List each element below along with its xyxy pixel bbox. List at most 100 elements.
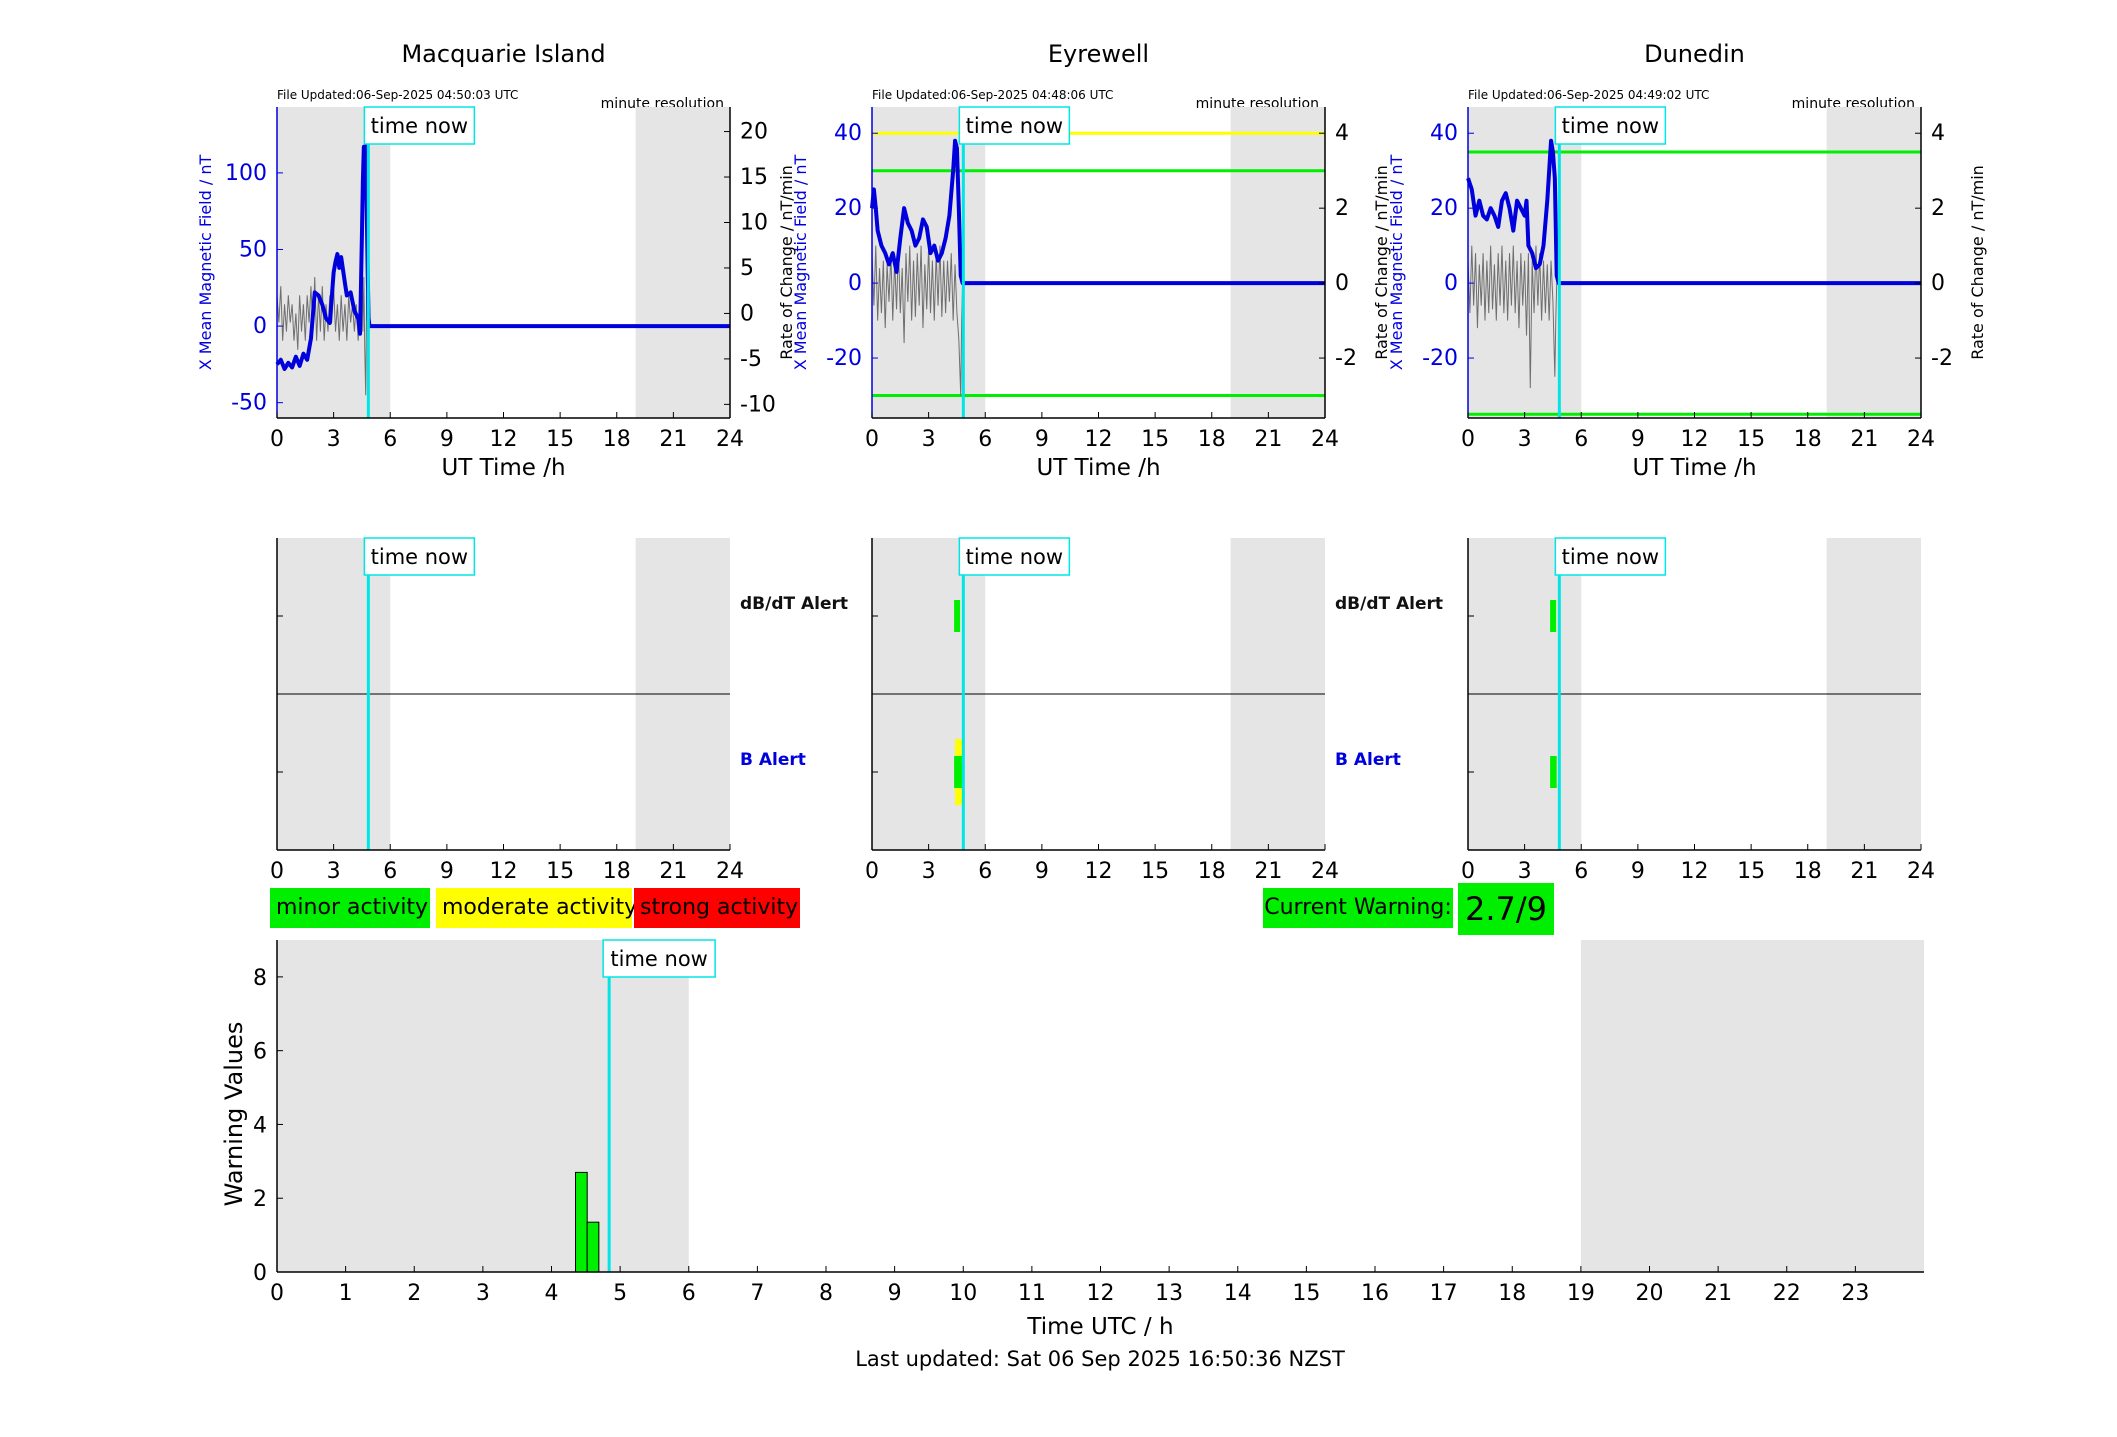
- x-tick-label: 3: [327, 427, 341, 452]
- alert-x-tick-label: 3: [922, 859, 936, 884]
- warning-x-tick-label: 0: [270, 1281, 284, 1306]
- time-now-label: time now: [1562, 114, 1659, 138]
- y-tick-label-left: 40: [834, 121, 862, 146]
- warning-y-axis-label: Warning Values: [220, 1022, 248, 1207]
- time-now-label: time now: [371, 114, 468, 138]
- y-axis-label-left: X Mean Magnetic Field / nT: [791, 155, 810, 371]
- magnetic-field-series: [870, 138, 1325, 286]
- warning-x-tick-label: 2: [407, 1281, 421, 1306]
- warning-x-tick-label: 14: [1224, 1281, 1252, 1306]
- y-tick-label-right: 0: [740, 301, 754, 326]
- night-shading-warning: [1580, 940, 1924, 1272]
- alert-x-tick-label: 9: [1631, 859, 1645, 884]
- magnetic-field-series: [1466, 138, 1921, 286]
- warning-x-tick-label: 5: [613, 1281, 627, 1306]
- file-updated-text: File Updated:06-Sep-2025 04:49:02 UTC: [1468, 88, 1709, 102]
- warning-x-tick-label: 10: [949, 1281, 977, 1306]
- x-tick-label: 3: [1518, 427, 1532, 452]
- alert-x-tick-label: 6: [978, 859, 992, 884]
- x-tick-label: 9: [440, 427, 454, 452]
- panel-title: Eyrewell: [1048, 40, 1149, 68]
- time-now-box: [958, 537, 1071, 576]
- y-axis-label-left: X Mean Magnetic Field / nT: [196, 155, 215, 371]
- x-tick-label: 6: [383, 427, 397, 452]
- night-shading: [1230, 107, 1325, 418]
- x-axis-label: UT Time /h: [441, 455, 565, 481]
- warning-x-tick-label: 13: [1155, 1281, 1183, 1306]
- time-now-box: [1554, 537, 1667, 576]
- dbdt-alert-bar: [954, 600, 961, 632]
- warning-x-tick-label: 9: [888, 1281, 902, 1306]
- x-tick-label: 0: [270, 427, 284, 452]
- warning-x-tick-label: 16: [1361, 1281, 1389, 1306]
- night-shading: [1826, 107, 1921, 418]
- x-tick-label: 15: [1737, 427, 1765, 452]
- y-tick-label-right: 4: [1335, 121, 1349, 146]
- x-tick-label: 21: [1254, 427, 1282, 452]
- rate-of-change-series: [871, 245, 964, 396]
- alert-x-tick-label: 24: [1311, 859, 1339, 884]
- x-tick-label: 0: [865, 427, 879, 452]
- x-tick-label: 9: [1035, 427, 1049, 452]
- x-tick-label: 0: [1461, 427, 1475, 452]
- time-now-box: [958, 106, 1071, 145]
- x-tick-label: 21: [1850, 427, 1878, 452]
- alert-x-tick-label: 9: [1035, 859, 1049, 884]
- panel-title: Macquarie Island: [401, 40, 605, 68]
- alert-x-tick-label: 6: [383, 859, 397, 884]
- warning-y-tick-label: 2: [253, 1187, 267, 1212]
- warning-bar: [575, 1171, 588, 1273]
- y-tick-label-right: -2: [1335, 346, 1357, 371]
- warning-x-tick-label: 7: [750, 1281, 764, 1306]
- x-tick-label: 12: [1681, 427, 1709, 452]
- x-axis-label: UT Time /h: [1632, 455, 1756, 481]
- y-tick-label-right: -5: [740, 347, 762, 372]
- warning-x-axis-label: Time UTC / h: [1026, 1314, 1173, 1340]
- x-tick-label: 18: [603, 427, 631, 452]
- warning-x-tick-label: 23: [1841, 1281, 1869, 1306]
- alert-x-tick-label: 21: [659, 859, 687, 884]
- y-axis-label-right: Rate of Change / nT/min: [1968, 165, 1987, 360]
- x-axis-label: UT Time /h: [1036, 455, 1160, 481]
- y-tick-label-right: 2: [1335, 196, 1349, 221]
- alert-x-tick-label: 15: [1737, 859, 1765, 884]
- time-now-label: time now: [966, 114, 1063, 138]
- x-tick-label: 6: [1574, 427, 1588, 452]
- y-tick-label-right: 15: [740, 165, 768, 190]
- legend-moderate-activity: moderate activity: [436, 888, 637, 928]
- warning-y-tick-label: 6: [253, 1040, 267, 1065]
- warning-x-tick-label: 6: [682, 1281, 696, 1306]
- y-axis-label-right: Rate of Change / nT/min: [1372, 165, 1391, 360]
- y-tick-label-left: 20: [1430, 196, 1458, 221]
- time-now-box: [363, 537, 476, 576]
- alert-x-tick-label: 24: [1907, 859, 1935, 884]
- b-alert-label: B Alert: [1335, 750, 1401, 770]
- y-tick-label-left: -50: [231, 391, 267, 416]
- warning-x-tick-label: 15: [1292, 1281, 1320, 1306]
- warning-x-tick-label: 19: [1567, 1281, 1595, 1306]
- alert-x-tick-label: 21: [1254, 859, 1282, 884]
- alert-x-tick-label: 12: [1681, 859, 1709, 884]
- night-shading: [635, 107, 730, 418]
- alert-x-tick-label: 21: [1850, 859, 1878, 884]
- b-alert-label: B Alert: [740, 750, 806, 770]
- warning-x-tick-label: 20: [1636, 1281, 1664, 1306]
- x-tick-label: 21: [659, 427, 687, 452]
- alert-x-tick-label: 9: [440, 859, 454, 884]
- magnetic-field-series: [275, 143, 730, 371]
- legend-minor-activity: minor activity: [270, 888, 430, 928]
- warning-y-tick-label: 8: [253, 966, 267, 991]
- alert-x-tick-label: 18: [1794, 859, 1822, 884]
- warning-x-tick-label: 22: [1773, 1281, 1801, 1306]
- last-updated-footer: Last updated: Sat 06 Sep 2025 16:50:36 N…: [855, 1347, 1345, 1371]
- x-tick-label: 15: [1141, 427, 1169, 452]
- current-warning-label: Current Warning:: [1263, 888, 1453, 928]
- rate-of-change-series: [1467, 245, 1558, 389]
- x-tick-label: 15: [546, 427, 574, 452]
- warning-y-tick-label: 0: [253, 1261, 267, 1286]
- y-axis-label-right: Rate of Change / nT/min: [777, 165, 796, 360]
- time-now-label: time now: [966, 545, 1063, 569]
- time-now-box: [1554, 106, 1667, 145]
- x-tick-label: 12: [490, 427, 518, 452]
